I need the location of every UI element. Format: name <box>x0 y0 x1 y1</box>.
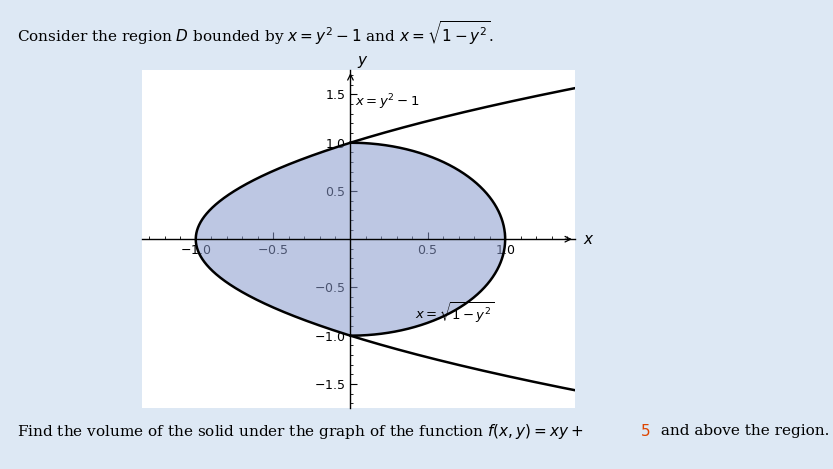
Text: Find the volume of the solid under the graph of the function $f(x, y) = xy +$: Find the volume of the solid under the g… <box>17 422 583 441</box>
Text: $x = y^2 - 1$: $x = y^2 - 1$ <box>355 92 420 112</box>
Text: $x$: $x$ <box>582 232 594 247</box>
Text: and above the region.: and above the region. <box>656 424 829 438</box>
Text: $y$: $y$ <box>357 54 368 70</box>
Text: $x = \sqrt{1 - y^2}$: $x = \sqrt{1 - y^2}$ <box>416 300 495 325</box>
Text: Consider the region $D$ bounded by $x = y^2 - 1$ and $x = \sqrt{1 - y^2}$.: Consider the region $D$ bounded by $x = … <box>17 20 494 47</box>
Text: $5$: $5$ <box>640 423 650 439</box>
